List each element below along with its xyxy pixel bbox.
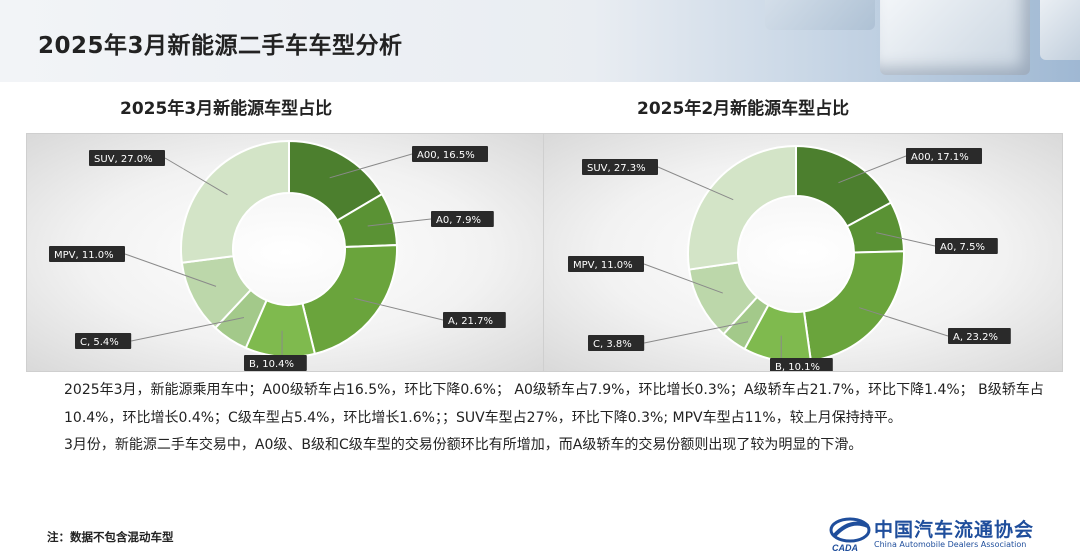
data-label-a0: A0, 7.9%: [436, 215, 481, 226]
decorative-cube: [765, 0, 875, 30]
chart-panel-march: A00, 16.5% A0, 7.9% A, 21.7% B, 10.4% C, 5.4…: [26, 133, 546, 372]
data-label-box: [588, 335, 645, 351]
page-title: 2025年3月新能源二手车车型分析: [38, 33, 403, 59]
data-label-box: [582, 159, 658, 175]
donut-chart-march: A00, 16.5% A0, 7.9% A, 21.7% B, 10.4% C, 5.4…: [49, 139, 506, 371]
leader-line: [643, 263, 723, 294]
donut-slice-a: [802, 250, 905, 363]
donut-slice-suv: [180, 139, 290, 264]
chart-title-march: 2025年3月新能源车型占比: [120, 99, 333, 119]
data-label-box: [75, 333, 132, 349]
leader-line: [131, 317, 245, 342]
leader-line: [367, 218, 432, 227]
data-label-a00: A00, 17.1%: [911, 152, 969, 163]
cada-logo-icon: CADA: [829, 517, 871, 553]
data-label-a: A, 23.2%: [953, 332, 998, 343]
data-label-a0: A0, 7.5%: [940, 242, 985, 253]
footnote: 注：数据不包含混动车型: [47, 530, 174, 544]
leader-line: [164, 157, 228, 196]
data-label-box: [412, 146, 488, 162]
decorative-cube: [1040, 0, 1080, 60]
data-label-box: [770, 358, 833, 371]
leader-line: [859, 307, 949, 337]
header-banner: 2025年3月新能源二手车车型分析: [0, 0, 1080, 82]
donut-chart-february: A00, 17.1% A0, 7.5% A, 23.2% B, 10.1% C, 3.8…: [568, 144, 1011, 371]
data-label-box: [948, 328, 1011, 344]
leader-line: [838, 155, 907, 184]
data-label-box: [443, 312, 506, 328]
logo-mark-text: CADA: [832, 543, 858, 553]
data-label-c: C, 3.8%: [593, 339, 632, 350]
leader-line: [124, 253, 217, 287]
data-label-mpv: MPV, 11.0%: [573, 260, 633, 271]
data-label-box: [935, 238, 998, 254]
decorative-cube: [880, 0, 1030, 75]
data-label-a: A, 21.7%: [448, 316, 493, 327]
data-label-box: [244, 355, 307, 371]
data-label-box: [89, 150, 165, 166]
chart-title-february: 2025年2月新能源车型占比: [637, 99, 850, 119]
data-label-b: B, 10.1%: [775, 362, 820, 371]
analysis-text: 2025年3月，新能源乘用车中；A00级轿车占16.5%，环比下降0.6%； A…: [64, 377, 1044, 460]
leader-line: [354, 297, 444, 321]
data-label-c: C, 5.4%: [80, 337, 119, 348]
donut-slice-a: [301, 244, 398, 356]
data-label-suv: SUV, 27.0%: [94, 154, 153, 165]
donut-slice-suv: [687, 144, 797, 271]
logo-name: 中国汽车流通协会: [874, 519, 1035, 541]
data-label-box: [431, 211, 494, 227]
data-label-a00: A00, 16.5%: [417, 150, 475, 161]
leader-line: [329, 153, 413, 179]
data-label-suv: SUV, 27.3%: [587, 163, 646, 174]
logo-english-name: China Automobile Dealers Association: [874, 540, 1027, 549]
leader-line: [657, 166, 734, 201]
analysis-paragraph-1: 2025年3月，新能源乘用车中；A00级轿车占16.5%，环比下降0.6%； A…: [64, 382, 1044, 426]
data-label-box: [906, 148, 982, 164]
leader-line: [644, 321, 749, 344]
data-label-box: [568, 256, 644, 272]
analysis-paragraph-2: 3月份，新能源二手车交易中，A0级、B级和C级车型的交易份额环比有所增加，而A级…: [64, 437, 863, 453]
leader-line: [876, 232, 936, 247]
association-logo: CADA 中国汽车流通协会 China Automobile Dealers A…: [826, 512, 1076, 556]
chart-panel-february: A00, 17.1% A0, 7.5% A, 23.2% B, 10.1% C, 3.8…: [543, 133, 1063, 372]
data-label-mpv: MPV, 11.0%: [54, 250, 114, 261]
data-label-box: [49, 246, 125, 262]
data-label-b: B, 10.4%: [249, 359, 294, 370]
